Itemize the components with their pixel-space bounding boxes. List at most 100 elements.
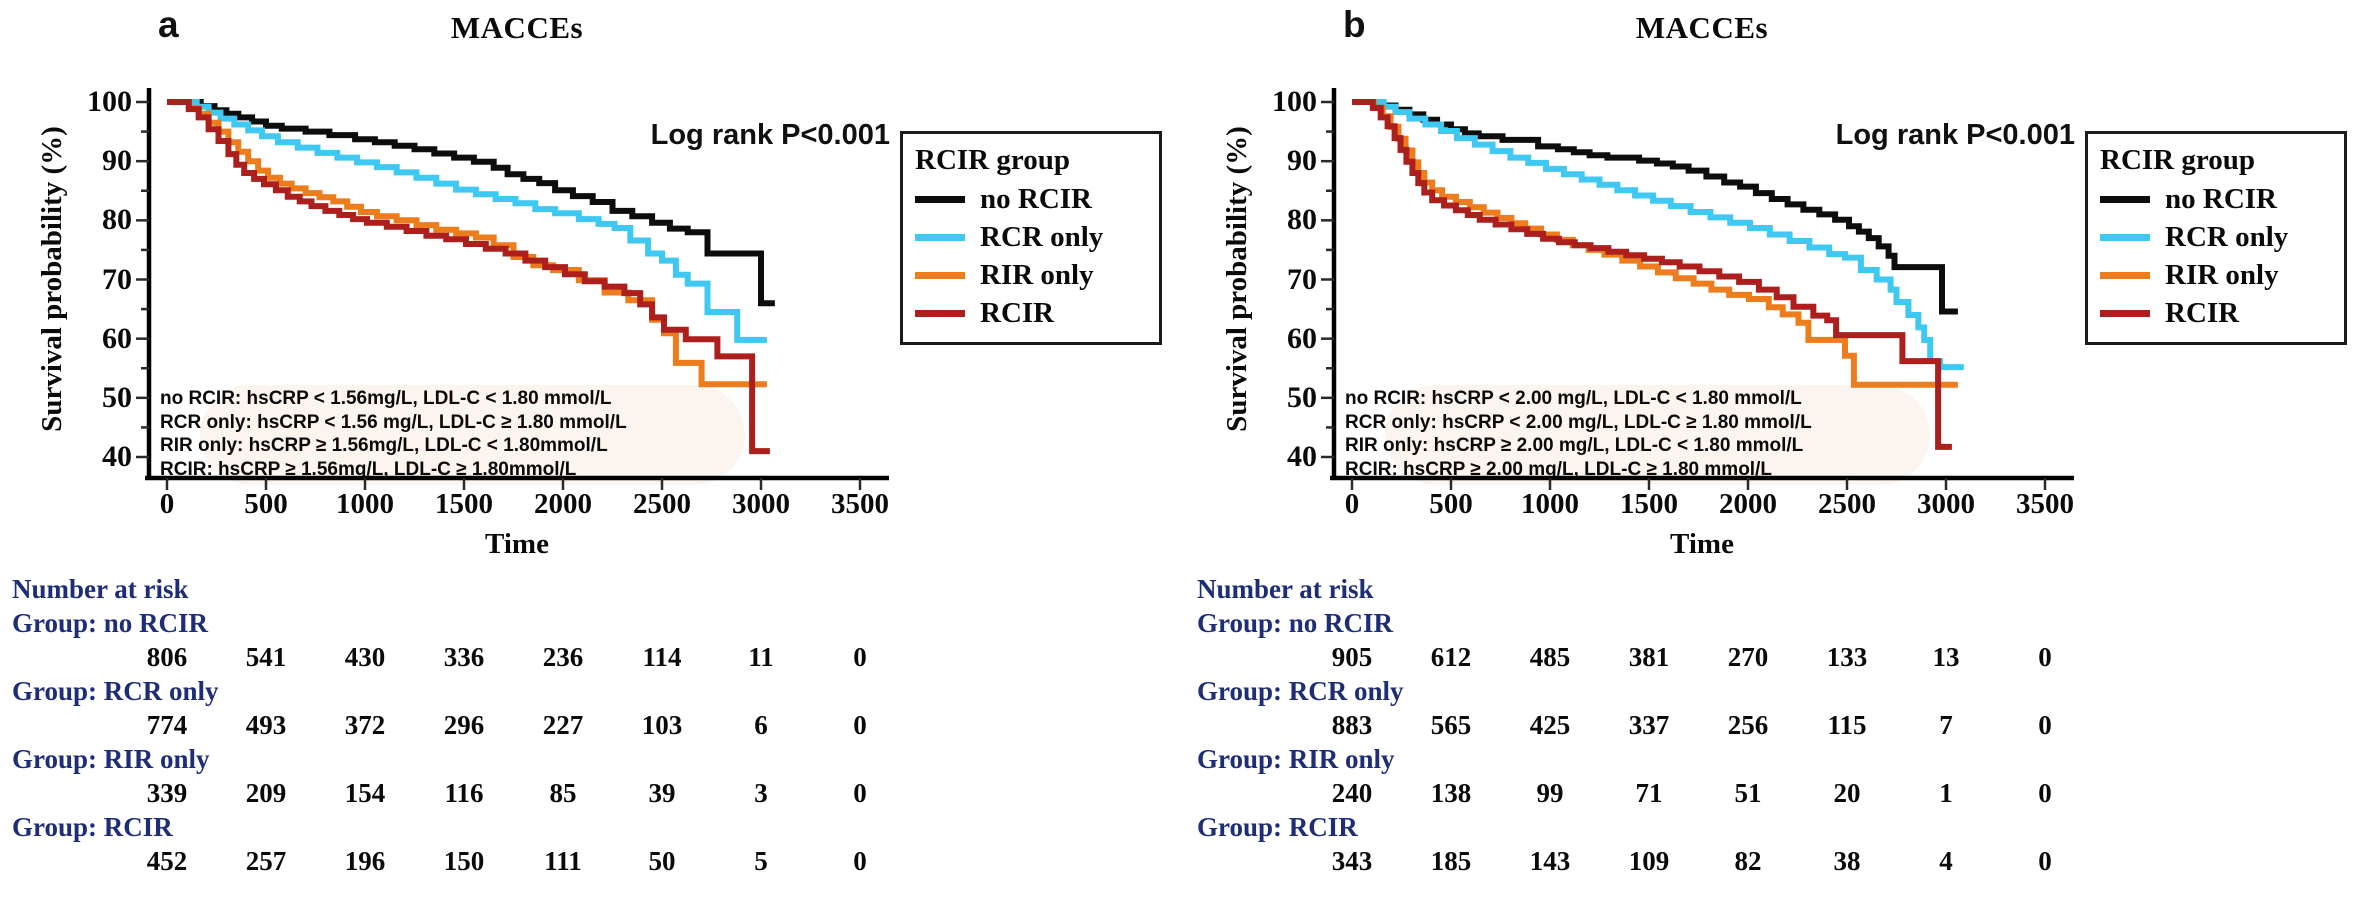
risk-count: 0 xyxy=(853,710,867,740)
risk-count: 430 xyxy=(344,642,386,672)
risk-group-label: Group: RCIR xyxy=(12,812,173,842)
risk-count: 39 xyxy=(648,778,676,808)
y-tick-label: 40 xyxy=(1287,440,1317,473)
risk-count: 774 xyxy=(146,710,188,740)
x-tick-label: 1000 xyxy=(1521,488,1579,520)
risk-count: 85 xyxy=(549,778,577,808)
legend-item: RCR only xyxy=(2100,221,2332,254)
risk-count: 154 xyxy=(344,778,386,808)
risk-count: 196 xyxy=(344,846,386,876)
x-tick-label: 3000 xyxy=(1917,488,1975,520)
risk-table-header: Number at risk xyxy=(12,574,189,604)
risk-table-header: Number at risk xyxy=(1197,574,1374,604)
panel-letter: a xyxy=(158,4,179,45)
legend-item: RIR only xyxy=(915,259,1147,292)
x-tick-label: 500 xyxy=(244,488,288,520)
y-tick-label: 40 xyxy=(102,440,132,473)
risk-count: 111 xyxy=(544,846,582,876)
risk-count: 257 xyxy=(245,846,287,876)
chart-title: MACCEs xyxy=(1635,10,1769,45)
risk-count: 883 xyxy=(1331,710,1373,740)
y-tick-label: 80 xyxy=(102,203,132,237)
definition-line: RCR only: hsCRP < 2.00 mg/L, LDL-C ≥ 1.8… xyxy=(1345,411,1812,433)
x-tick-label: 0 xyxy=(1344,488,1360,520)
risk-count: 240 xyxy=(1331,778,1373,808)
risk-count: 115 xyxy=(1827,710,1867,740)
y-tick-label: 60 xyxy=(1287,321,1317,355)
risk-count: 493 xyxy=(245,710,287,740)
definition-line: RCR only: hsCRP < 1.56 mg/L, LDL-C ≥ 1.8… xyxy=(160,411,627,433)
risk-count: 541 xyxy=(245,642,287,672)
km-curve-rcir xyxy=(167,99,770,455)
y-tick-label: 100 xyxy=(87,85,132,118)
x-tick-label: 3000 xyxy=(732,488,790,520)
risk-count: 138 xyxy=(1430,778,1472,808)
panel-b: b MACCEs Log rank P<0.001 Survival proba… xyxy=(1185,0,2370,900)
risk-group-label: Group: RIR only xyxy=(1197,744,1395,774)
y-tick-label: 50 xyxy=(1287,380,1317,414)
risk-count: 565 xyxy=(1430,710,1472,740)
legend-label: no RCIR xyxy=(980,183,1092,215)
risk-count: 71 xyxy=(1635,778,1663,808)
x-tick-label: 0 xyxy=(159,488,175,520)
y-tick-label: 90 xyxy=(102,144,132,178)
x-tick-label: 500 xyxy=(1429,488,1473,520)
risk-count: 343 xyxy=(1331,846,1373,876)
risk-count: 82 xyxy=(1734,846,1762,876)
risk-count: 0 xyxy=(853,846,867,876)
definition-line: RCIR: hsCRP ≥ 2.00 mg/L, LDL-C ≥ 1.80 mm… xyxy=(1345,458,1772,480)
km-curve-rcr-only xyxy=(167,99,767,343)
risk-count: 3 xyxy=(754,778,768,808)
legend-label: RCIR xyxy=(2165,297,2240,329)
risk-count: 270 xyxy=(1727,642,1769,672)
chart-title: MACCEs xyxy=(450,10,584,45)
log-rank-annotation: Log rank P<0.001 xyxy=(650,119,890,151)
log-rank-annotation: Log rank P<0.001 xyxy=(1835,119,2075,151)
legend-title: RCIR group xyxy=(2100,144,2255,176)
legend-items: no RCIR RCR only RIR only RCIR xyxy=(2100,183,2332,330)
x-tick-label: 1500 xyxy=(1620,488,1678,520)
risk-count: 116 xyxy=(444,778,484,808)
risk-count: 143 xyxy=(1529,846,1571,876)
legend-item: RCIR xyxy=(2100,297,2332,330)
risk-count: 806 xyxy=(146,642,188,672)
risk-count: 227 xyxy=(542,710,584,740)
risk-count: 0 xyxy=(2038,642,2052,672)
x-tick-label: 1000 xyxy=(336,488,394,520)
legend-label: RIR only xyxy=(2165,259,2279,291)
risk-count: 109 xyxy=(1628,846,1670,876)
legend-swatch-rcir xyxy=(2100,310,2150,317)
risk-count: 336 xyxy=(443,642,485,672)
y-tick-label: 60 xyxy=(102,321,132,355)
panel-letter: b xyxy=(1343,4,1366,45)
risk-count: 4 xyxy=(1939,846,1953,876)
y-tick-label: 50 xyxy=(102,380,132,414)
risk-group-label: Group: RIR only xyxy=(12,744,210,774)
legend-swatch-no-rcir xyxy=(2100,196,2150,203)
risk-count: 0 xyxy=(2038,710,2052,740)
legend-label: RCR only xyxy=(2165,221,2289,253)
x-tick-label: 3500 xyxy=(2016,488,2074,520)
risk-count: 337 xyxy=(1628,710,1670,740)
legend-item: RIR only xyxy=(2100,259,2332,292)
x-tick-label: 2500 xyxy=(633,488,691,520)
legend-item: no RCIR xyxy=(915,183,1147,216)
legend-swatch-rir-only xyxy=(915,272,965,279)
definition-line: RIR only: hsCRP ≥ 1.56mg/L, LDL-C < 1.80… xyxy=(160,435,608,456)
legend-label: RCIR xyxy=(980,297,1055,329)
risk-count: 11 xyxy=(748,642,774,672)
risk-count: 236 xyxy=(542,642,584,672)
risk-count: 51 xyxy=(1734,778,1762,808)
legend-label: RCR only xyxy=(980,221,1104,253)
legend-item: no RCIR xyxy=(2100,183,2332,216)
legend-box: RCIR group no RCIR RCR only RIR only RCIR xyxy=(2085,131,2347,345)
legend-title: RCIR group xyxy=(915,144,1070,176)
definition-line: no RCIR: hsCRP < 2.00 mg/L, LDL-C < 1.80… xyxy=(1345,388,1802,409)
x-tick-label: 2000 xyxy=(1719,488,1777,520)
x-tick-label: 3500 xyxy=(831,488,889,520)
legend-item: RCR only xyxy=(915,221,1147,254)
km-curve-no-rcir xyxy=(167,99,775,307)
legend-label: RIR only xyxy=(980,259,1094,291)
risk-count: 372 xyxy=(344,710,386,740)
km-curve-rir-only xyxy=(167,99,767,388)
